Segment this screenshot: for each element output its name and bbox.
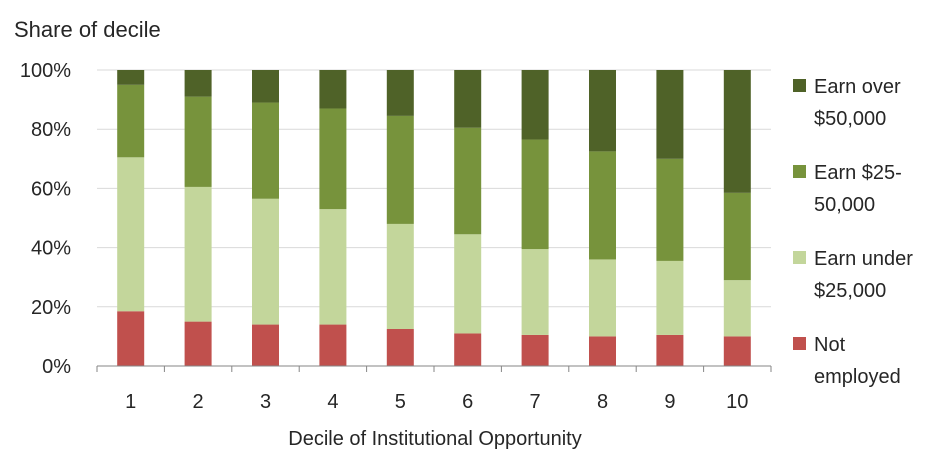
x-tick-label: 10	[726, 391, 748, 413]
bar-segment	[386, 70, 414, 116]
x-tick-label: 9	[664, 391, 675, 413]
y-tick-label: 100%	[20, 60, 71, 82]
y-tick-label: 60%	[31, 178, 71, 200]
bar-stacks	[117, 70, 751, 366]
bar-segment	[184, 96, 212, 187]
legend-item: Earn over $50,000	[793, 76, 901, 130]
legend-label: Earn $25-	[814, 162, 902, 184]
bar-segment	[386, 223, 414, 329]
y-tick-label: 40%	[31, 238, 71, 260]
x-tick-label: 8	[597, 391, 608, 413]
bar-segment	[521, 334, 549, 366]
bar-stack	[454, 70, 482, 366]
axes	[96, 365, 772, 372]
bar-segment	[252, 102, 279, 199]
bar-segment	[319, 108, 347, 210]
bar-stack	[319, 70, 347, 366]
legend-swatch	[793, 165, 806, 178]
x-axis-tick-labels: 1 2 3 4 5 6 7 8 9 10	[125, 391, 748, 413]
bar-segment	[117, 311, 145, 366]
bar-segment	[656, 158, 684, 261]
bar-stack	[521, 70, 549, 366]
bar-segment	[319, 70, 347, 109]
bar-segment	[521, 70, 549, 140]
bar-segment	[117, 84, 145, 158]
bar-stack	[252, 70, 279, 366]
bar-segment	[454, 70, 482, 128]
bar-segment	[521, 139, 549, 250]
y-tick-label: 0%	[42, 356, 71, 378]
bar-stack	[656, 70, 684, 366]
bar-stack	[117, 70, 145, 366]
x-tick-label: 5	[395, 391, 406, 413]
bar-segment	[723, 336, 751, 366]
bar-segment	[521, 249, 549, 335]
y-axis-tick-labels: 0% 20% 40% 60% 80% 100%	[20, 60, 71, 378]
legend-label: Not	[814, 334, 846, 356]
bar-segment	[656, 70, 684, 159]
x-tick-label: 3	[260, 391, 271, 413]
bar-segment	[386, 329, 414, 366]
bar-segment	[184, 321, 212, 366]
bar-stack	[386, 70, 414, 366]
legend-swatch	[793, 79, 806, 92]
legend-swatch	[793, 337, 806, 350]
x-tick-label: 6	[462, 391, 473, 413]
x-tick-label: 4	[327, 391, 338, 413]
bar-segment	[117, 70, 145, 85]
bar-segment	[656, 334, 684, 366]
bar-segment	[589, 259, 616, 337]
legend-label: 50,000	[814, 194, 875, 216]
bar-segment	[184, 70, 212, 97]
bar-segment	[723, 192, 751, 281]
legend-label: $25,000	[814, 280, 886, 302]
bar-segment	[252, 70, 279, 103]
legend-label: $50,000	[814, 108, 886, 130]
bar-segment	[454, 127, 482, 235]
bar-segment	[589, 70, 616, 152]
bar-segment	[454, 333, 482, 366]
bar-stack	[723, 70, 751, 366]
x-tick-label: 1	[125, 391, 136, 413]
legend-item: Earn $25- 50,000	[793, 162, 902, 216]
legend-label: Earn under	[814, 248, 913, 270]
chart-title: Share of decile	[14, 17, 161, 42]
legend: Earn over $50,000 Earn $25- 50,000 Earn unde…	[793, 76, 913, 388]
x-tick-label: 2	[193, 391, 204, 413]
x-axis-title: Decile of Institutional Opportunity	[288, 428, 582, 450]
bar-segment	[117, 157, 145, 312]
bar-stack	[589, 70, 616, 366]
bar-segment	[656, 260, 684, 335]
bar-segment	[252, 198, 279, 325]
legend-label: employed	[814, 366, 901, 388]
legend-label: Earn over	[814, 76, 901, 98]
bar-segment	[589, 336, 616, 366]
y-tick-label: 20%	[31, 297, 71, 319]
bar-segment	[252, 324, 279, 366]
bar-segment	[723, 70, 751, 193]
bar-segment	[589, 151, 616, 260]
bar-stack	[184, 70, 212, 366]
x-tick-label: 7	[530, 391, 541, 413]
bar-segment	[454, 234, 482, 334]
bar-segment	[386, 115, 414, 224]
bar-segment	[319, 324, 347, 366]
bar-segment	[723, 280, 751, 337]
legend-swatch	[793, 251, 806, 264]
bar-segment	[184, 186, 212, 322]
legend-item: Earn under $25,000	[793, 248, 913, 302]
bar-segment	[319, 209, 347, 325]
legend-item: Not employed	[793, 334, 901, 388]
y-tick-label: 80%	[31, 119, 71, 141]
